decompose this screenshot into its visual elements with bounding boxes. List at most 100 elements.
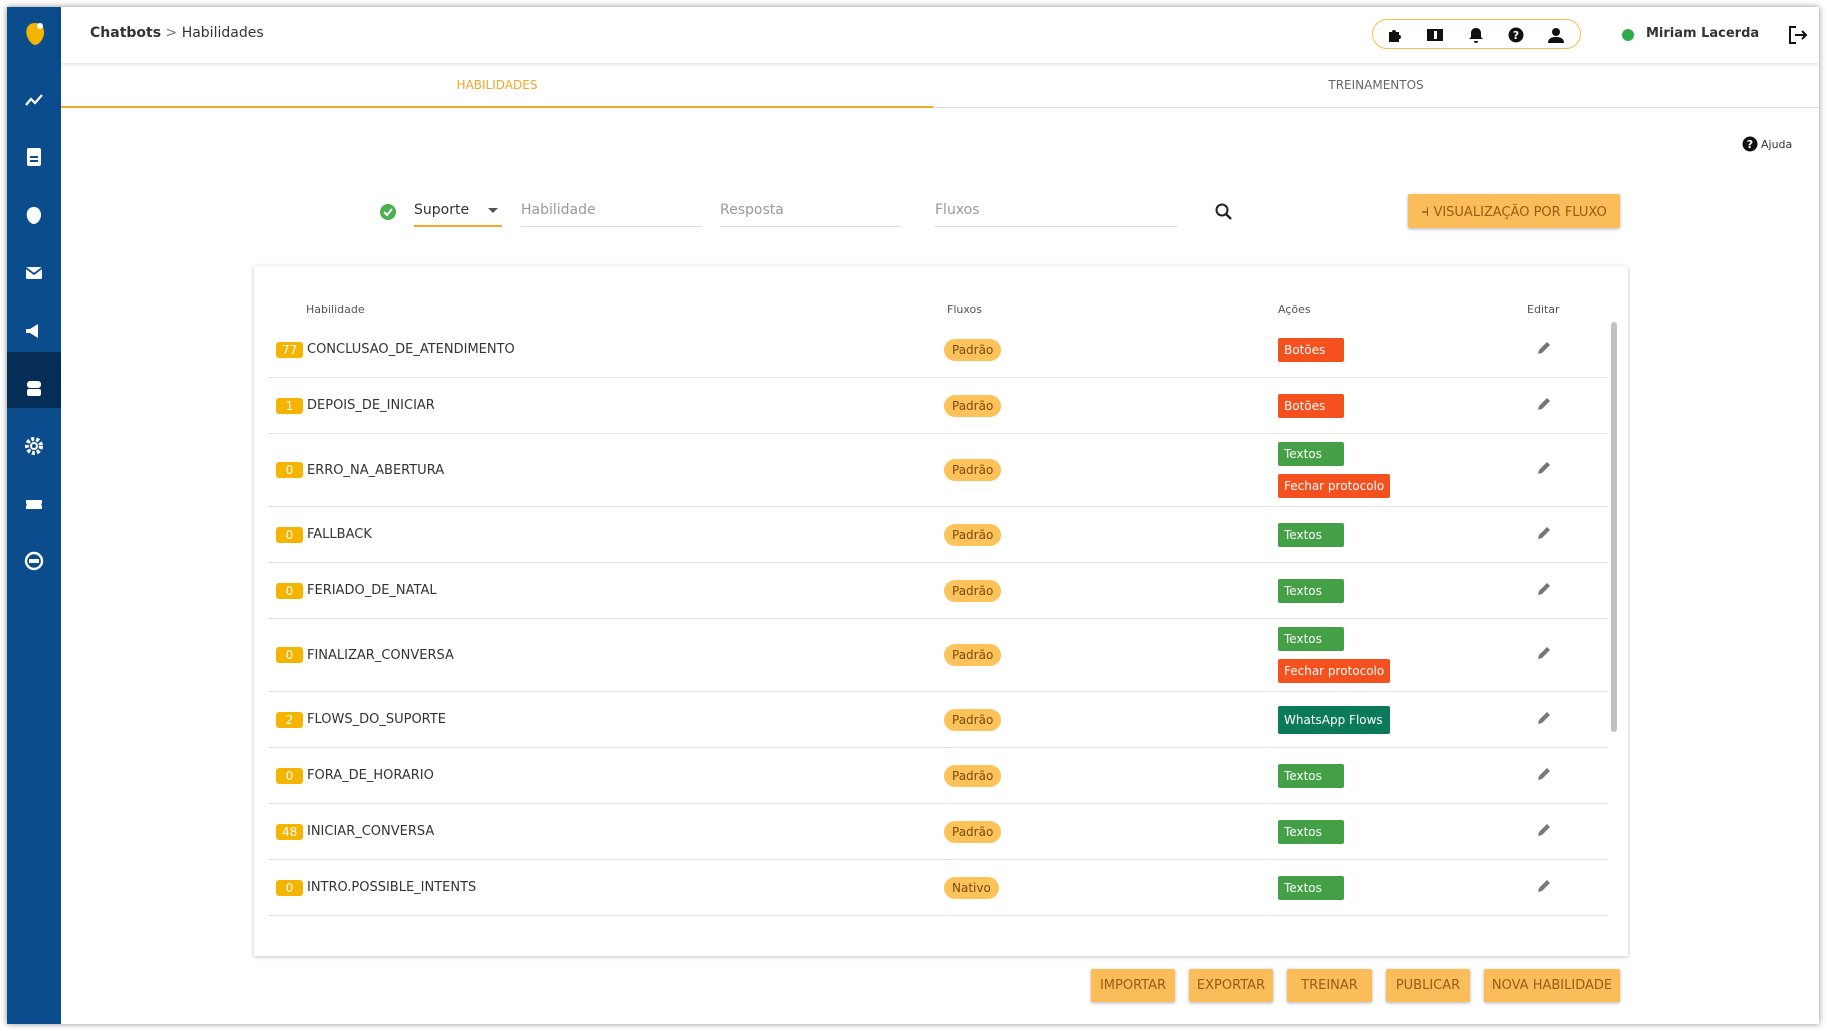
user-name[interactable]: Miriam Lacerda (1646, 26, 1760, 41)
skill-name: FINALIZAR_CONVERSA (307, 647, 454, 663)
help-icon: ? (1742, 136, 1758, 152)
logout[interactable] (1787, 24, 1809, 46)
skill-name: INTRO.POSSIBLE_INTENTS (307, 880, 477, 895)
bot-name: Suporte (414, 202, 470, 218)
edit-button[interactable] (1536, 710, 1552, 730)
nav-chatbot[interactable] (24, 378, 44, 398)
nav-reports[interactable] (24, 89, 44, 109)
help-text: Ajuda (1761, 137, 1793, 151)
action-tag[interactable]: Textos (1278, 875, 1344, 900)
answer-input[interactable]: Resposta (720, 199, 901, 227)
flows-input[interactable]: Fluxos (935, 199, 1177, 227)
sidebar (7, 7, 61, 1024)
help-link[interactable]: ? Ajuda (1742, 136, 1792, 152)
button-label: VISUALIZAÇÃO POR FLUXO (1433, 205, 1607, 220)
table-row: 0 ERRO_NA_ABERTURA Padrão Textos Fechar prot… (268, 434, 1608, 507)
tab[interactable]: HABILIDADES (61, 63, 933, 108)
flow-pill: Padrão (944, 708, 1002, 731)
action-tag[interactable]: Textos (1278, 578, 1344, 603)
action-tag[interactable]: Textos (1278, 819, 1344, 844)
skill-name: FALLBACK (307, 527, 372, 542)
actions: Botões (1278, 393, 1344, 418)
skill-name: FLOWS_DO_SUPORTE (307, 712, 446, 727)
usage-count: 0 (276, 767, 303, 784)
skill-input[interactable]: Habilidade (521, 199, 702, 227)
nav-mail[interactable] (24, 263, 44, 283)
edit-icon (1538, 647, 1550, 659)
footer-button[interactable]: TREINAR (1287, 969, 1372, 1002)
usage-count: 0 (276, 879, 303, 896)
edit-icon (1538, 582, 1550, 595)
edit-button[interactable] (1536, 460, 1552, 480)
actions: Textos (1278, 522, 1344, 547)
action-tag[interactable]: Botões (1278, 393, 1344, 418)
skills-table: Habilidade Fluxos Ações Editar 77 CONCLUS… (254, 266, 1628, 956)
table-row: 1 DEPOIS_DE_INICIAR Padrão Botões (268, 378, 1608, 434)
icon-plugins[interactable] (1386, 27, 1402, 43)
edit-button[interactable] (1536, 396, 1552, 416)
flow-pill: Nativo (944, 876, 999, 899)
actions: Textos (1278, 875, 1344, 900)
nav-docs[interactable] (24, 147, 44, 167)
actions: Textos Fechar protocolo (1278, 442, 1391, 498)
edit-button[interactable] (1536, 340, 1552, 360)
footer-button[interactable]: NOVA HABILIDADE (1484, 969, 1620, 1002)
breadcrumb-current: Habilidades (181, 25, 264, 41)
action-tag[interactable]: Fechar protocolo (1278, 474, 1391, 498)
svg-text:?: ? (1513, 29, 1519, 42)
icon-bell[interactable] (1468, 27, 1484, 43)
edit-button[interactable] (1536, 525, 1552, 545)
action-tag[interactable]: Textos (1278, 763, 1344, 788)
action-tag[interactable]: Fechar protocolo (1278, 659, 1391, 683)
column-header: Habilidade (306, 303, 365, 316)
edit-button[interactable] (1536, 581, 1552, 601)
action-tag[interactable]: Textos (1278, 627, 1344, 651)
icon-user[interactable] (1548, 27, 1564, 43)
action-tag[interactable]: Textos (1278, 442, 1344, 466)
table-row: 2 FLOWS_DO_SUPORTE Padrão WhatsApp Flows (268, 692, 1608, 748)
table-row: 0 INTRO.POSSIBLE_INTENTS Nativo Textos (268, 860, 1608, 916)
flow-pill: Padrão (944, 523, 1002, 546)
edit-button[interactable] (1536, 766, 1552, 786)
skill-name: CONCLUSAO_DE_ATENDIMENTO (307, 342, 515, 357)
footer-button[interactable]: IMPORTAR (1091, 969, 1175, 1002)
action-tag[interactable]: WhatsApp Flows (1278, 705, 1390, 734)
flow-pill: Padrão (944, 394, 1002, 417)
action-tag[interactable]: Botões (1278, 337, 1344, 362)
active-item (7, 352, 61, 408)
bot-status (380, 204, 396, 220)
table-body: 77 CONCLUSAO_DE_ATENDIMENTO Padrão Botões 1 D… (268, 322, 1608, 933)
svg-text:?: ? (1747, 138, 1753, 151)
bot-select[interactable]: Suporte (414, 199, 502, 227)
scrollbar[interactable] (1611, 322, 1617, 732)
usage-count: 77 (276, 341, 304, 358)
usage-count: 48 (276, 823, 304, 840)
flow-pill: Padrão (944, 459, 1002, 481)
flow-pill: Padrão (944, 338, 1002, 361)
edit-button[interactable] (1536, 878, 1552, 898)
table-row: 48 INICIAR_CONVERSA Padrão Textos (268, 804, 1608, 860)
nav-campaign[interactable] (24, 321, 44, 341)
dropdown-arrow (488, 208, 498, 218)
icon-news[interactable] (1426, 27, 1444, 43)
tab[interactable]: TREINAMENTOS (1328, 78, 1424, 92)
icon-help[interactable]: ? (1508, 27, 1524, 43)
edit-icon (1538, 879, 1550, 892)
footer-button[interactable]: PUBLICAR (1386, 969, 1470, 1002)
footer-button[interactable]: EXPORTAR (1189, 969, 1273, 1002)
action-tag[interactable]: Textos (1278, 522, 1344, 547)
actions: Textos (1278, 578, 1344, 603)
nav-bots[interactable] (24, 205, 44, 225)
edit-button[interactable] (1536, 822, 1552, 842)
placeholder: Fluxos (935, 202, 980, 218)
nav-settings[interactable] (24, 436, 44, 456)
status-dot (1622, 29, 1634, 41)
flow-pill: Padrão (944, 579, 1002, 602)
breadcrumb-root[interactable]: Chatbots (90, 25, 162, 41)
edit-button[interactable] (1536, 645, 1552, 665)
search[interactable] (1214, 202, 1234, 222)
nav-nps[interactable] (24, 551, 44, 571)
flow-view-button[interactable]: ⫞ VISUALIZAÇÃO POR FLUXO (1408, 194, 1620, 228)
nav-tickets[interactable] (24, 494, 44, 514)
